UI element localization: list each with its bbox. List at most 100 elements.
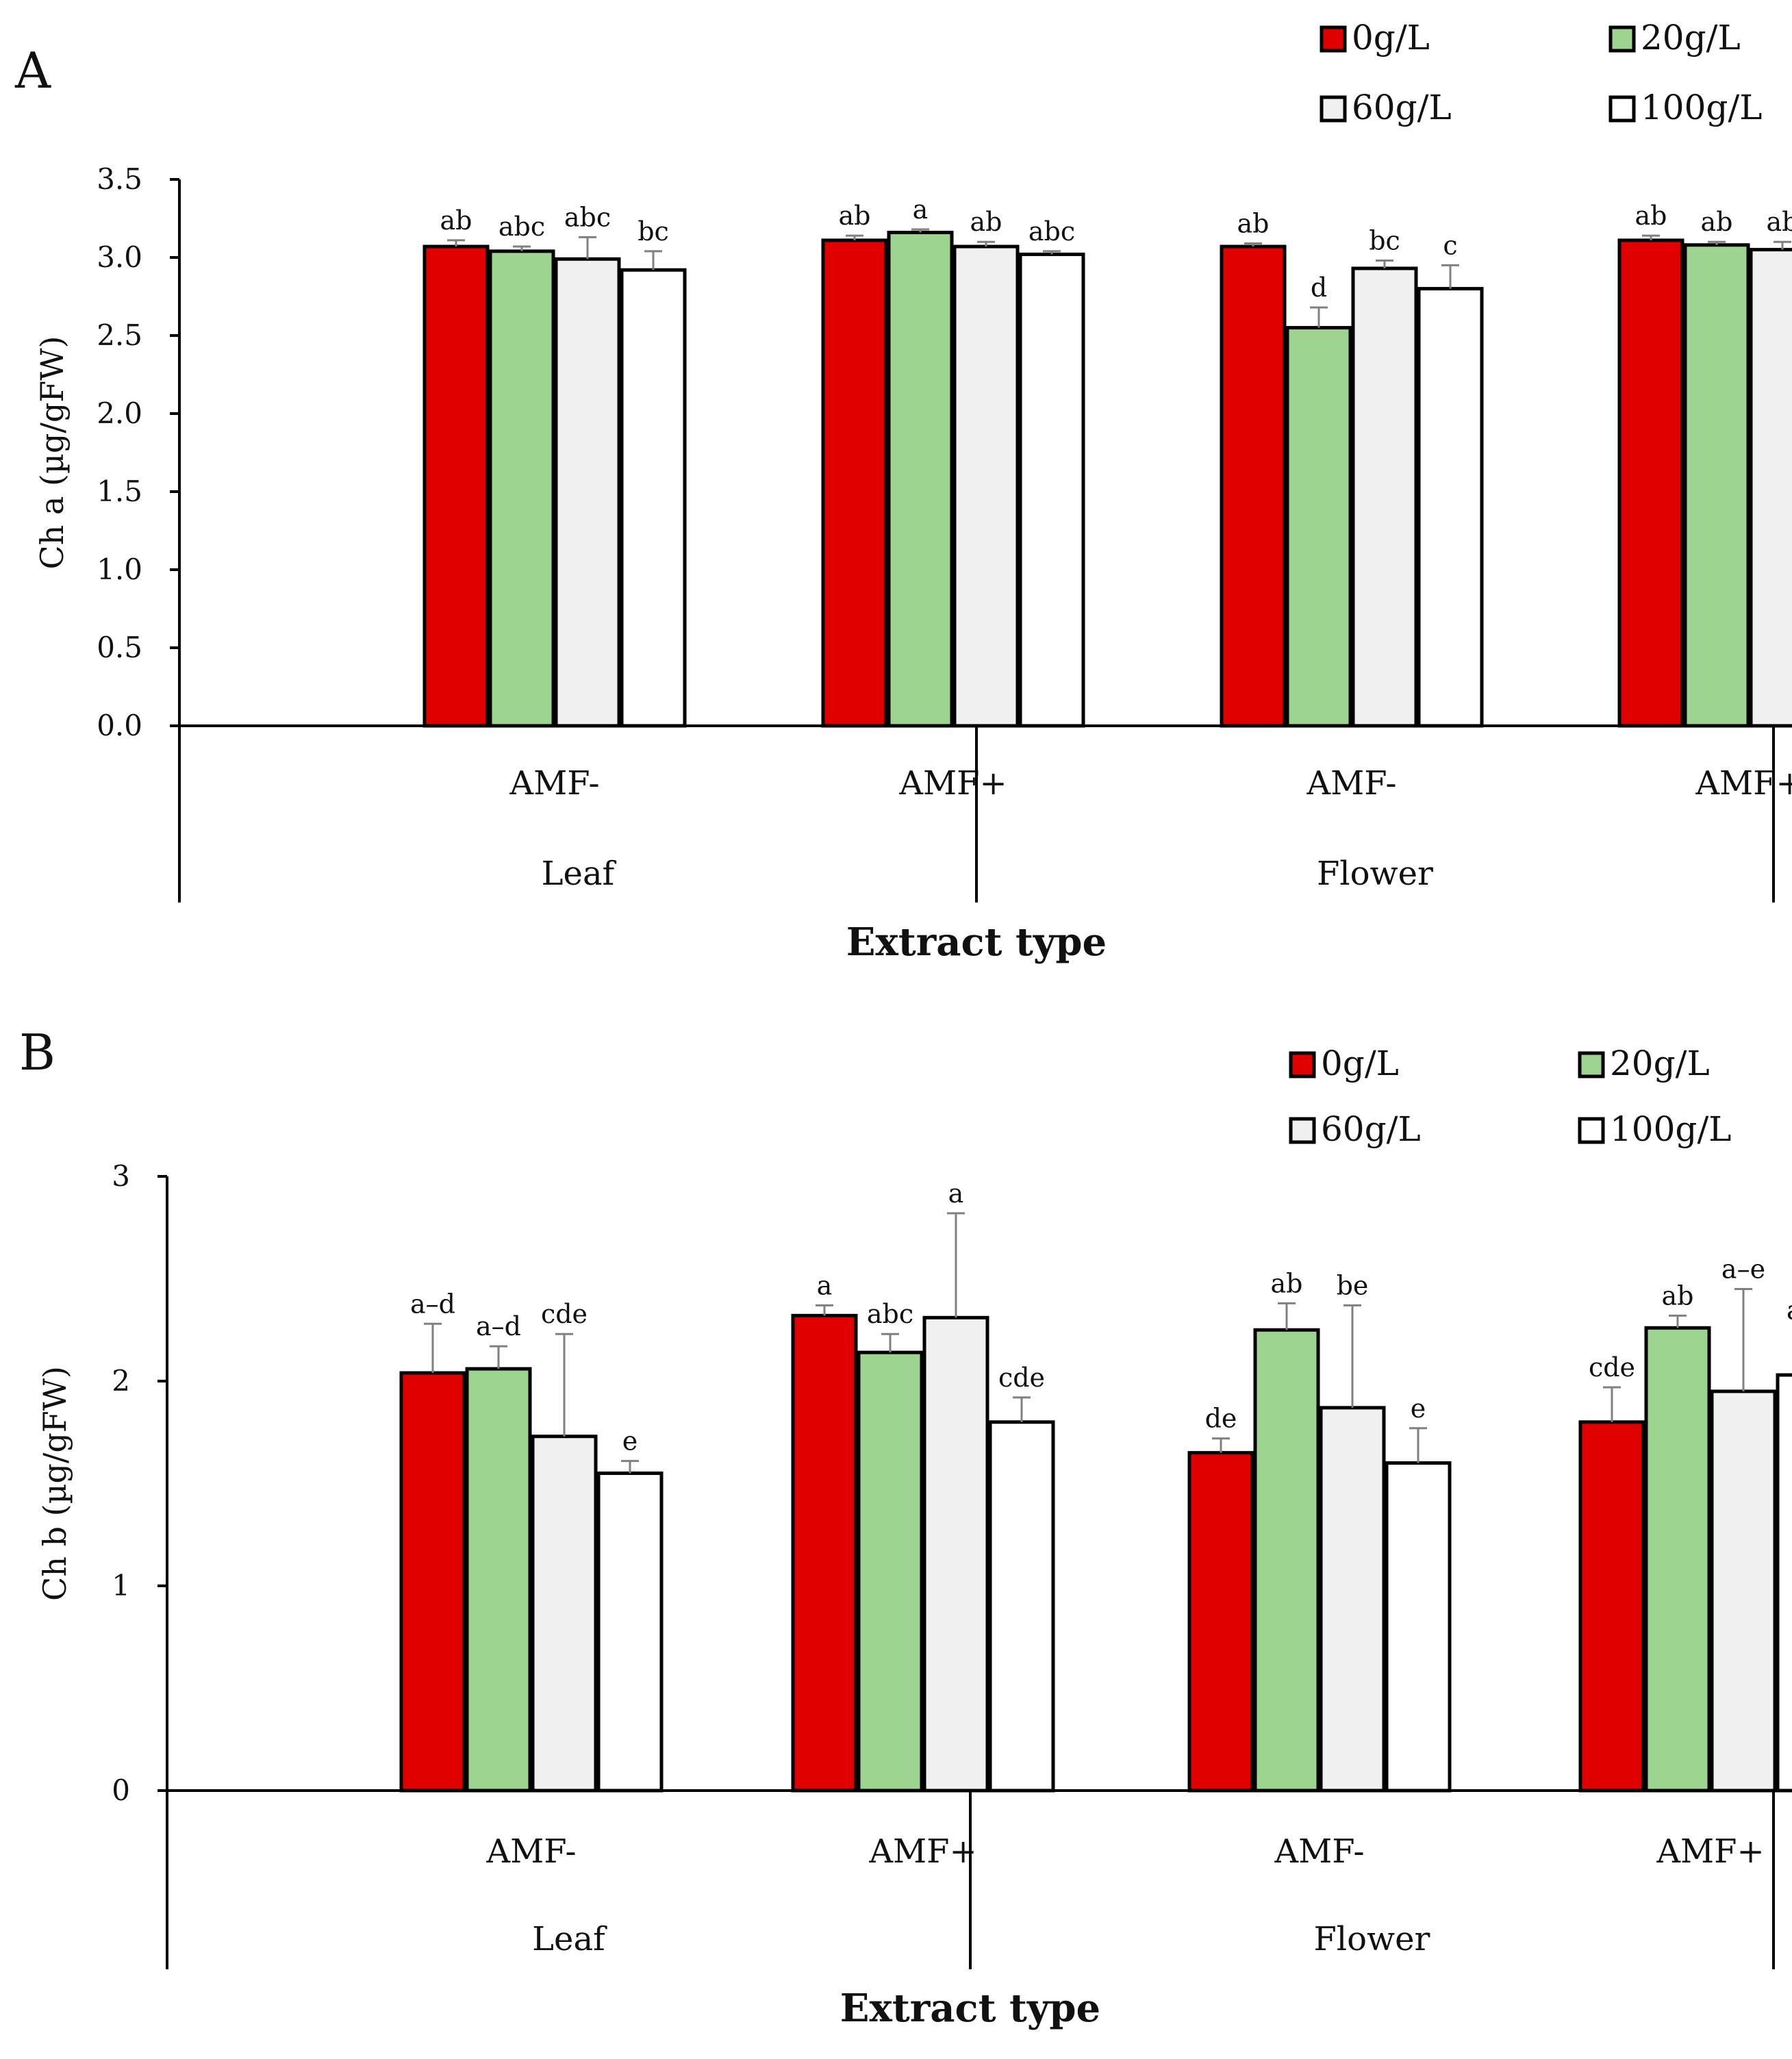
bar — [1749, 248, 1792, 728]
y-tick-label: 1.0 — [97, 553, 142, 586]
legend-label: 0g/L — [1352, 18, 1430, 58]
significance-label: cde — [541, 1299, 588, 1329]
bar — [596, 1471, 664, 1793]
category-label: AMF- — [1306, 764, 1396, 803]
legend-label: 100g/L — [1641, 88, 1763, 127]
category-label: AMF+ — [1695, 764, 1792, 803]
y-tick-label: 0 — [112, 1773, 130, 1807]
legend-swatch — [1289, 1051, 1316, 1078]
significance-label: a–d — [1787, 1295, 1792, 1325]
significance-label: c — [1443, 230, 1457, 260]
y-tick-label: 1.5 — [97, 475, 142, 508]
significance-label: ab — [1701, 207, 1733, 237]
bar — [1220, 244, 1287, 728]
bar — [791, 1313, 858, 1793]
significance-label: abc — [564, 202, 611, 232]
significance-label: d — [1311, 273, 1327, 303]
legend-label: 60g/L — [1321, 1109, 1421, 1149]
group-label: Flower — [1317, 855, 1433, 893]
significance-label: ab — [1237, 208, 1270, 238]
legend-label: 60g/L — [1352, 88, 1452, 127]
x-axis-title: Extract type — [840, 1986, 1100, 2031]
significance-label: abc — [867, 1299, 913, 1329]
legend-label: 100g/L — [1610, 1109, 1732, 1149]
y-tick-label: 0.0 — [97, 709, 142, 742]
chart-b: 0 1 2 3 Ch b (µg/gFW) a–d a–d cde e AMF-a abc a cde A… — [36, 1044, 1792, 2031]
bar — [1319, 1406, 1386, 1793]
significance-label: ab — [970, 207, 1002, 237]
bar — [1417, 287, 1484, 728]
legend-swatch — [1289, 1117, 1316, 1144]
significance-label: cde — [998, 1363, 1045, 1393]
bar — [399, 1371, 466, 1793]
legend-swatch — [1608, 95, 1636, 123]
panel-label-b: B — [19, 1024, 55, 1081]
significance-label: ab — [1271, 1268, 1303, 1298]
legend-swatch — [1578, 1051, 1605, 1078]
bar — [620, 268, 687, 728]
bar — [1351, 266, 1418, 728]
bar — [1776, 1373, 1792, 1793]
bar — [1710, 1389, 1777, 1793]
category-label: AMF+ — [1656, 1832, 1764, 1871]
bar — [1578, 1420, 1645, 1793]
bar — [988, 1420, 1055, 1793]
bar — [1187, 1451, 1254, 1793]
significance-label: a–d — [476, 1311, 521, 1341]
bar — [857, 1350, 924, 1793]
y-tick-label: 2 — [112, 1364, 130, 1398]
significance-label: a–e — [1721, 1254, 1765, 1284]
legend-label: 20g/L — [1641, 18, 1741, 58]
significance-label: e — [622, 1426, 638, 1456]
bar — [952, 244, 1020, 728]
bar — [821, 238, 888, 728]
significance-label: e — [1411, 1393, 1426, 1424]
y-axis-title: Ch a (µg/gFW) — [34, 336, 71, 570]
bar — [1644, 1326, 1711, 1793]
category-label: AMF+ — [868, 1832, 976, 1871]
y-tick-label: 3 — [112, 1159, 130, 1193]
bar — [887, 231, 954, 728]
significance-label: a — [913, 194, 929, 225]
x-axis-title: Extract type — [846, 920, 1107, 965]
significance-label: ab — [440, 205, 472, 236]
bar — [1253, 1328, 1320, 1793]
panel-label-a: A — [14, 42, 51, 99]
bar — [465, 1367, 532, 1793]
bar — [531, 1435, 598, 1793]
chart-a: 0.00.51.01.52.02.53.03.5Ch a (µg/gFW)ab a… — [34, 18, 1792, 965]
y-tick-label: 3.0 — [97, 240, 142, 274]
significance-label: a — [817, 1270, 833, 1300]
bar — [422, 244, 490, 728]
significance-label: ab — [839, 201, 871, 231]
y-tick-label: 0.5 — [97, 631, 142, 664]
legend-swatch — [1320, 25, 1347, 53]
significance-label: ab — [1662, 1280, 1694, 1311]
bar — [1285, 326, 1352, 728]
legend-swatch — [1608, 25, 1636, 53]
significance-label: ab — [1767, 207, 1792, 237]
significance-label: cde — [1589, 1352, 1635, 1382]
bar — [488, 249, 555, 728]
legend-label: 20g/L — [1610, 1044, 1710, 1083]
category-label: AMF- — [485, 1832, 576, 1871]
y-tick-label: 2.5 — [97, 318, 142, 352]
significance-label: a–d — [410, 1289, 455, 1319]
significance-label: abc — [1028, 216, 1075, 247]
significance-label: abc — [499, 212, 545, 242]
significance-label: bc — [638, 216, 669, 247]
y-tick-label: 2.0 — [97, 396, 142, 430]
y-tick-label: 1 — [112, 1569, 130, 1602]
legend-swatch — [1320, 95, 1347, 123]
bar — [1683, 243, 1750, 728]
legend-label: 0g/L — [1321, 1044, 1399, 1083]
group-label: Flower — [1314, 1920, 1430, 1958]
significance-label: ab — [1635, 201, 1667, 231]
legend-swatch — [1578, 1117, 1605, 1144]
y-axis-title: Ch b (µg/gFW) — [36, 1366, 73, 1601]
group-label: Leaf — [532, 1920, 607, 1958]
group-label: Leaf — [542, 855, 617, 893]
category-label: AMF- — [509, 764, 599, 803]
significance-label: de — [1205, 1404, 1237, 1434]
